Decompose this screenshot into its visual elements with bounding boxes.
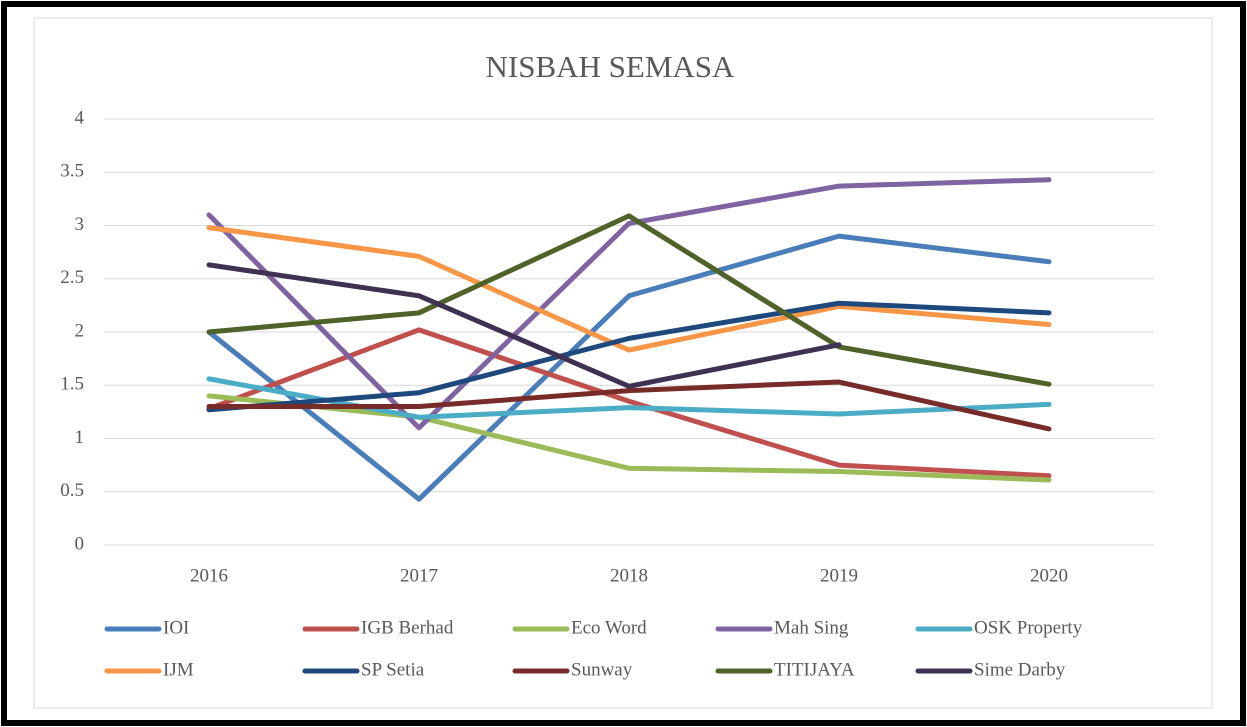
x-tick-label: 2019 [820,565,858,586]
legend-label: IJM [163,659,194,680]
legend-label: TITIJAYA [774,659,855,680]
series-line [206,213,1052,387]
y-tick-label: 1.5 [60,374,84,395]
legend-label: SP Setia [361,659,425,680]
series-line [206,233,1052,502]
x-tick-label: 2017 [400,565,438,586]
y-tick-label: 3 [75,214,85,235]
x-tick-label: 2016 [190,565,228,586]
y-tick-label: 2 [75,320,85,341]
series-line [206,262,842,389]
y-tick-label: 4 [75,107,85,128]
chart-title: NISBAH SEMASA [486,49,736,84]
chart-frame [33,17,1213,709]
series-line [206,225,1052,353]
series-line [206,177,1052,431]
y-tick-label: 3.5 [60,161,84,182]
legend-label: Sime Darby [974,659,1066,680]
legend-label: Mah Sing [774,617,849,638]
series-line [206,379,1052,432]
legend-label: Eco Word [571,617,647,638]
y-tick-label: 2.5 [60,267,84,288]
y-tick-label: 0.5 [60,480,84,501]
legend-label: IOI [163,617,189,638]
x-tick-label: 2020 [1030,565,1068,586]
series-line [206,393,1052,483]
y-tick-label: 0 [75,533,85,554]
y-tick-label: 1 [75,427,85,448]
legend-label: OSK Property [974,617,1083,638]
legend-label: Sunway [571,659,633,680]
x-tick-label: 2018 [610,565,648,586]
series-line [206,300,1052,413]
legend-label: IGB Berhad [361,617,454,638]
